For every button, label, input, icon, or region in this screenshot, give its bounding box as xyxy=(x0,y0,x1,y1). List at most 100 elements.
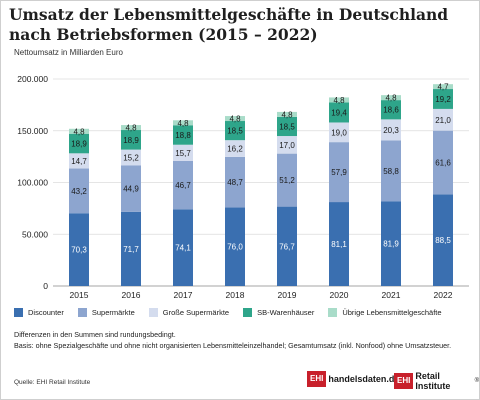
bar-segment xyxy=(433,130,453,195)
bar-value-label: 48,7 xyxy=(227,178,243,187)
bar-segment xyxy=(433,194,453,286)
handelsdaten-logo: EHI handelsdaten.de xyxy=(307,371,399,387)
legend-label: Discounter xyxy=(28,308,64,317)
bar-segment xyxy=(381,100,401,120)
bar-value-label: 4,8 xyxy=(229,115,241,124)
bar-segment xyxy=(225,207,245,286)
ehi-logo: EHI Retail Institute ® xyxy=(394,371,479,391)
stacked-bar-chart: 0 50.000 100.000 150.000 200.000 70,3 43,2 14,7… xyxy=(17,74,469,300)
bar-value-label: 16,2 xyxy=(227,145,243,154)
legend-item: SB-Warenhäuser xyxy=(243,308,314,317)
bar-segment xyxy=(225,156,245,208)
bar-segment xyxy=(121,149,141,166)
note-basis: Basis: ohne Spezialgeschäfte und ohne ni… xyxy=(14,341,452,350)
bar-value-label: 4,7 xyxy=(437,83,449,92)
bar-value-label: 76,0 xyxy=(227,243,243,252)
legend-swatch xyxy=(148,308,158,317)
legend-swatch xyxy=(243,308,253,317)
bar-value-label: 18,5 xyxy=(227,127,243,136)
logo1-text: handelsdaten.de xyxy=(328,374,400,384)
legend-swatch xyxy=(77,308,87,317)
x-tick-label: 2017 xyxy=(174,290,193,300)
bar-value-label: 19,2 xyxy=(435,95,451,104)
bar-segment xyxy=(433,108,453,131)
legend-item: Supermärkte xyxy=(77,308,135,317)
bar-segment xyxy=(225,121,245,141)
bar-value-label: 4,8 xyxy=(385,94,397,103)
chart-subtitle: Nettoumsatz in Milliarden Euro xyxy=(14,48,123,57)
bar-segment xyxy=(173,160,193,210)
x-tick-label: 2019 xyxy=(278,290,297,300)
bar-value-label: 46,7 xyxy=(175,181,191,190)
bar-segment xyxy=(277,116,297,137)
bar-segment xyxy=(121,130,141,150)
bar-value-label: 15,7 xyxy=(175,149,191,158)
bar-segment xyxy=(277,206,297,286)
bar-segment xyxy=(69,128,89,134)
bar-segment xyxy=(69,133,89,154)
bar-value-label: 43,2 xyxy=(71,187,87,196)
bar-segment xyxy=(173,144,193,161)
legend-label: Supermärkte xyxy=(91,308,135,317)
bar-value-label: 70,3 xyxy=(71,246,87,255)
bar-segment xyxy=(173,120,193,126)
bar-segment xyxy=(381,140,401,202)
y-tick-label: 0 xyxy=(43,281,48,291)
bar-segment xyxy=(329,122,349,143)
bar-value-label: 4,8 xyxy=(125,124,137,133)
y-tick-label: 150.000 xyxy=(17,126,48,136)
note-rounding: Differenzen in den Summen sind rundungsb… xyxy=(14,330,176,339)
bar-segment xyxy=(69,168,89,214)
bar-segment xyxy=(173,125,193,145)
bar-segment xyxy=(69,153,89,169)
bar-value-label: 74,1 xyxy=(175,244,191,253)
bar-segment xyxy=(225,116,245,122)
bar-value-label: 76,7 xyxy=(279,242,295,251)
bar-value-label: 18,9 xyxy=(123,136,139,145)
bar-value-label: 4,8 xyxy=(177,119,189,128)
bar-segment xyxy=(433,89,453,109)
legend-item: Übrige Lebensmittelgeschäfte xyxy=(328,308,442,317)
bar-value-label: 81,1 xyxy=(331,240,347,249)
bar-value-label: 58,8 xyxy=(383,167,399,176)
bar-segment xyxy=(329,97,349,103)
bar-value-label: 21,0 xyxy=(435,116,451,125)
bar-value-label: 17,0 xyxy=(279,141,295,150)
bar-segment xyxy=(225,140,245,157)
bar-value-label: 15,2 xyxy=(123,153,139,162)
bar-segment xyxy=(277,111,297,117)
bar-value-label: 57,9 xyxy=(331,168,347,177)
x-tick-label: 2020 xyxy=(330,290,349,300)
bar-value-label: 81,9 xyxy=(383,240,399,249)
y-tick-label: 100.000 xyxy=(17,178,48,188)
bar-segment xyxy=(121,165,141,212)
bar-value-label: 4,8 xyxy=(73,127,85,136)
bar-value-label: 20,3 xyxy=(383,126,399,135)
bar-value-label: 44,9 xyxy=(123,185,139,194)
bar-segment xyxy=(381,95,401,101)
legend-item: Discounter xyxy=(14,308,64,317)
bar-segment xyxy=(329,142,349,203)
chart-title: Umsatz der Lebensmittelgeschäfte in Deut… xyxy=(9,5,449,44)
source-text: Quelle: EHI Retail Institute xyxy=(14,379,91,386)
bar-segment xyxy=(433,84,453,90)
bar-segment xyxy=(329,102,349,123)
bar-segment xyxy=(69,213,89,286)
bar-segment xyxy=(173,209,193,286)
x-tick-label: 2021 xyxy=(382,290,401,300)
legend-label: SB-Warenhäuser xyxy=(257,308,315,317)
bar-segment xyxy=(121,125,141,131)
y-tick-label: 50.000 xyxy=(22,229,48,239)
bar-segment xyxy=(381,201,401,286)
bar-value-label: 18,9 xyxy=(71,140,87,149)
bar-value-label: 18,8 xyxy=(175,131,191,140)
bar-segment xyxy=(277,136,297,154)
legend-swatch xyxy=(328,308,338,317)
bar-segment xyxy=(277,153,297,207)
legend-label: Große Supermärkte xyxy=(162,308,230,317)
x-tick-label: 2016 xyxy=(122,290,141,300)
logo2-mark: ® xyxy=(474,378,479,384)
legend-item: Große Supermärkte xyxy=(148,308,230,317)
bar-value-label: 4,8 xyxy=(281,110,293,119)
